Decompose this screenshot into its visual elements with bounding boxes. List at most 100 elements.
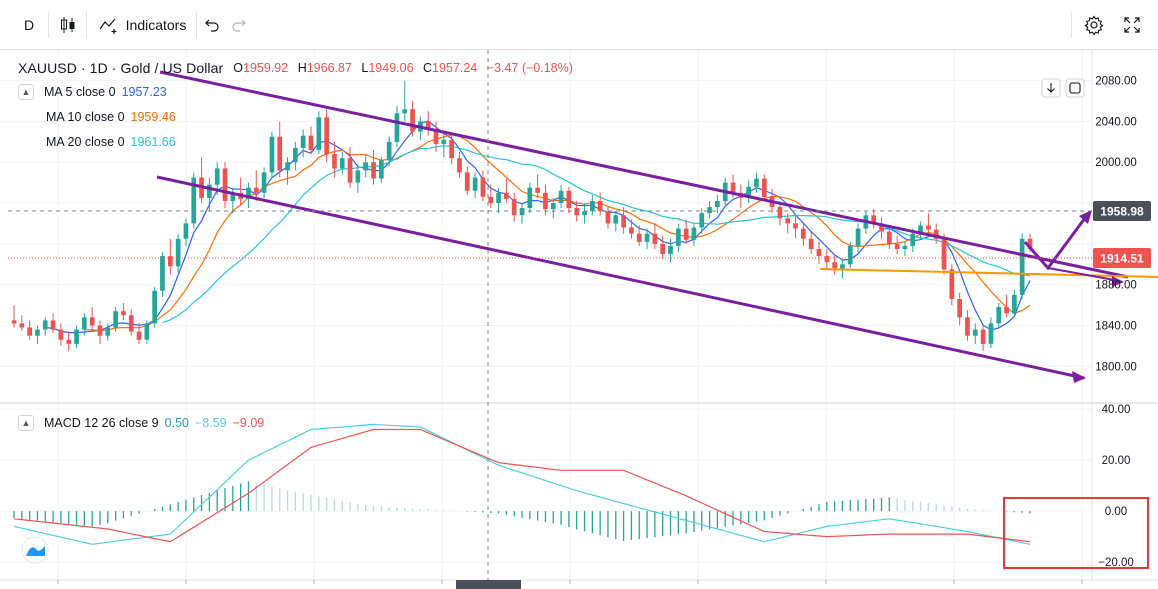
ma5-legend[interactable]: ▲ MA 5 close 0 1957.23 — [18, 79, 581, 104]
macd-tick-label: 0.00 — [1105, 506, 1127, 518]
candle-body — [207, 184, 212, 198]
indicators-button[interactable]: Indicators — [92, 10, 192, 40]
candle-body — [11, 320, 17, 324]
candle-body — [824, 256, 830, 263]
candle-body — [433, 129, 439, 144]
fullscreen-button[interactable] — [1118, 10, 1146, 40]
macd-signal-value: −9.09 — [232, 415, 265, 430]
candle-body — [613, 215, 619, 224]
candle-body — [82, 317, 87, 330]
chart-canvas[interactable]: 1800.00 1840.00 1880.00 2000.00 2040.00 2080.… — [0, 50, 1158, 589]
trend-drawings[interactable] — [156, 70, 1158, 383]
candle-body — [949, 269, 955, 299]
redo-icon — [232, 19, 246, 32]
crosshair-price-text: 1958.98 — [1100, 205, 1144, 219]
candle-body — [730, 182, 736, 193]
redo-button[interactable] — [227, 10, 251, 40]
candle-body — [105, 327, 111, 336]
candle-body — [840, 264, 845, 269]
price-tick-label: 2040.00 — [1095, 116, 1137, 128]
candle-body — [558, 190, 564, 203]
channel-upper-line[interactable] — [159, 70, 1129, 279]
candle-body — [363, 162, 368, 171]
candle-body — [332, 154, 337, 169]
candle-body — [97, 325, 103, 336]
candle-body — [121, 311, 126, 316]
candle-body — [175, 238, 181, 267]
macd-line — [13, 423, 1031, 545]
candle-body — [965, 317, 970, 336]
tradingview-logo[interactable] — [21, 536, 49, 564]
candle-body — [1027, 238, 1033, 249]
macd-signal-line — [13, 428, 1031, 543]
candle-body — [793, 223, 798, 229]
macd-legend[interactable]: ▲ MACD 12 26 close 9 0.50 −8.59 −9.09 — [18, 410, 264, 435]
candle-body — [35, 329, 40, 336]
scroll-to-realtime-button[interactable] — [1041, 78, 1061, 98]
projection-down-arrow[interactable] — [1047, 267, 1121, 282]
toolbar-divider — [86, 12, 87, 38]
candle-body — [89, 317, 95, 326]
interval-button[interactable]: D — [23, 17, 35, 33]
projection-up-arrow[interactable] — [1023, 213, 1090, 271]
collapse-macd-legend-button[interactable]: ▲ — [18, 414, 34, 431]
candle-body — [988, 323, 994, 344]
candle-body — [183, 223, 189, 239]
candle-body — [1004, 307, 1009, 314]
candle-body — [441, 139, 447, 144]
candle-body — [636, 233, 642, 242]
candle-body — [910, 233, 916, 246]
horizontal-support-line[interactable] — [819, 268, 1158, 278]
chart-type-button[interactable] — [54, 10, 82, 40]
candle-body — [676, 228, 681, 246]
grid — [0, 50, 1158, 584]
candle-body — [277, 136, 283, 171]
candle-body — [308, 135, 314, 150]
candle-body — [74, 329, 79, 344]
candle-body — [644, 233, 650, 242]
candle-body — [191, 177, 197, 224]
candle-body — [58, 329, 64, 340]
fullscreen-icon — [1124, 17, 1140, 33]
candle-body — [261, 172, 267, 193]
maximize-pane-button[interactable] — [1065, 78, 1085, 98]
candle-body — [566, 190, 572, 209]
candle-body — [464, 172, 470, 191]
channel-lower-line[interactable] — [156, 175, 1085, 380]
ma10-legend[interactable]: MA 10 close 0 1959.46 — [46, 109, 176, 124]
collapse-legend-button[interactable]: ▲ — [18, 83, 34, 100]
candle-body — [957, 299, 962, 318]
toolbar-divider — [196, 12, 197, 38]
candle-body — [50, 320, 56, 330]
candle-body — [926, 225, 931, 230]
symbol-title[interactable]: XAUUSD · 1D · Gold / US Dollar — [18, 60, 224, 76]
candle-body — [355, 170, 361, 183]
candle-body — [511, 199, 517, 216]
price-tick-label: 1800.00 — [1095, 361, 1137, 373]
channel-lower-arrowhead — [1072, 371, 1086, 383]
macd-pane — [13, 423, 1031, 545]
settings-button[interactable] — [1080, 10, 1108, 40]
undo-button[interactable] — [200, 10, 224, 40]
gear-icon — [1084, 15, 1104, 35]
ma20-legend[interactable]: MA 20 close 0 1961.66 — [46, 134, 176, 149]
candle-body — [519, 208, 525, 216]
candle-body — [472, 177, 478, 191]
candle-body — [715, 201, 720, 208]
toolbar-divider — [48, 12, 49, 38]
ohlc-values: O1959.92 H1966.87 L1949.06 C1957.24 −3.4… — [233, 61, 573, 75]
candle-body — [652, 233, 658, 244]
macd-histogram-value: 0.50 — [164, 415, 189, 430]
candle-body — [832, 262, 837, 269]
candle-body — [160, 256, 165, 291]
macd-highlight-box — [1003, 497, 1149, 569]
candle-body — [816, 249, 822, 257]
candle-body — [253, 187, 259, 193]
candle-body — [902, 245, 908, 249]
candle-body — [371, 162, 376, 179]
price-tick-label: 1880.00 — [1095, 280, 1137, 292]
candle-body — [480, 177, 486, 197]
candle-body — [230, 192, 236, 201]
candle-body — [918, 225, 923, 234]
candle-body — [980, 329, 986, 344]
